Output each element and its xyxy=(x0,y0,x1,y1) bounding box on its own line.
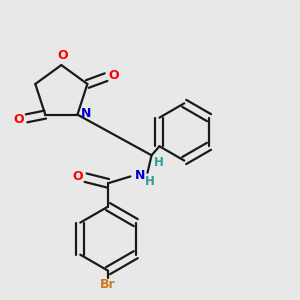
Text: O: O xyxy=(73,169,83,183)
Text: O: O xyxy=(109,69,119,82)
Text: Br: Br xyxy=(100,278,116,291)
Text: N: N xyxy=(81,107,91,120)
Text: O: O xyxy=(13,113,24,126)
Text: H: H xyxy=(154,156,163,169)
Text: N: N xyxy=(135,169,146,182)
Text: H: H xyxy=(146,175,155,188)
Text: O: O xyxy=(58,49,68,62)
